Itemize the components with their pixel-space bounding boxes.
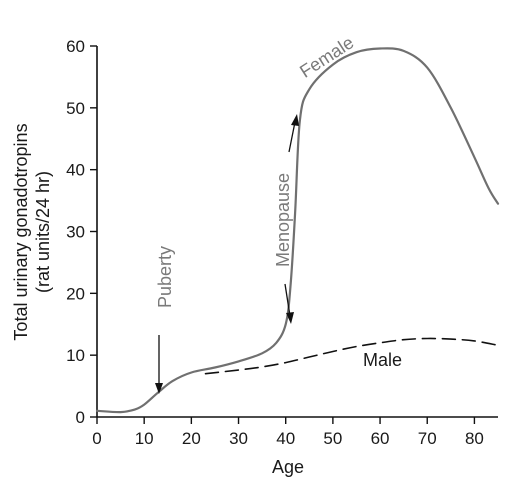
x-tick-label: 40	[276, 429, 295, 448]
series-lines	[95, 47, 500, 414]
y-tick-label: 50	[66, 99, 85, 118]
x-tick-label: 0	[92, 429, 101, 448]
menopause-arrow	[284, 283, 294, 324]
puberty-arrow	[155, 335, 163, 394]
y-axis-title-line-1: Total urinary gonadotropins	[11, 123, 31, 340]
y-tick-label: 40	[66, 161, 85, 180]
x-tick-label: 20	[182, 429, 201, 448]
female-arrow	[288, 114, 299, 153]
y-tick-label: 20	[66, 284, 85, 303]
series-line-female	[95, 47, 500, 414]
x-axis-title: Age	[272, 457, 304, 477]
y-tick-label: 10	[66, 346, 85, 365]
y-tick-label: 0	[76, 408, 85, 427]
menopause-label: Menopause	[273, 173, 293, 267]
ticks: 0 10 20 30 40 50 60 70 80 0 10 20 30 40 50 60	[66, 37, 484, 448]
axes	[96, 46, 498, 418]
x-tick-label: 80	[465, 429, 484, 448]
x-tick-label: 50	[323, 429, 342, 448]
x-tick-label: 30	[229, 429, 248, 448]
x-tick-label: 10	[135, 429, 154, 448]
x-tick-label: 70	[418, 429, 437, 448]
x-tick-label: 60	[371, 429, 390, 448]
y-tick-label: 60	[66, 37, 85, 56]
female-label: Female	[296, 32, 357, 81]
puberty-label: Puberty	[155, 246, 175, 308]
male-label: Male	[363, 350, 402, 370]
y-tick-label: 30	[66, 223, 85, 242]
series-line-male	[204, 337, 499, 375]
y-axis-title-line-2: (rat units/24 hr)	[33, 171, 53, 293]
